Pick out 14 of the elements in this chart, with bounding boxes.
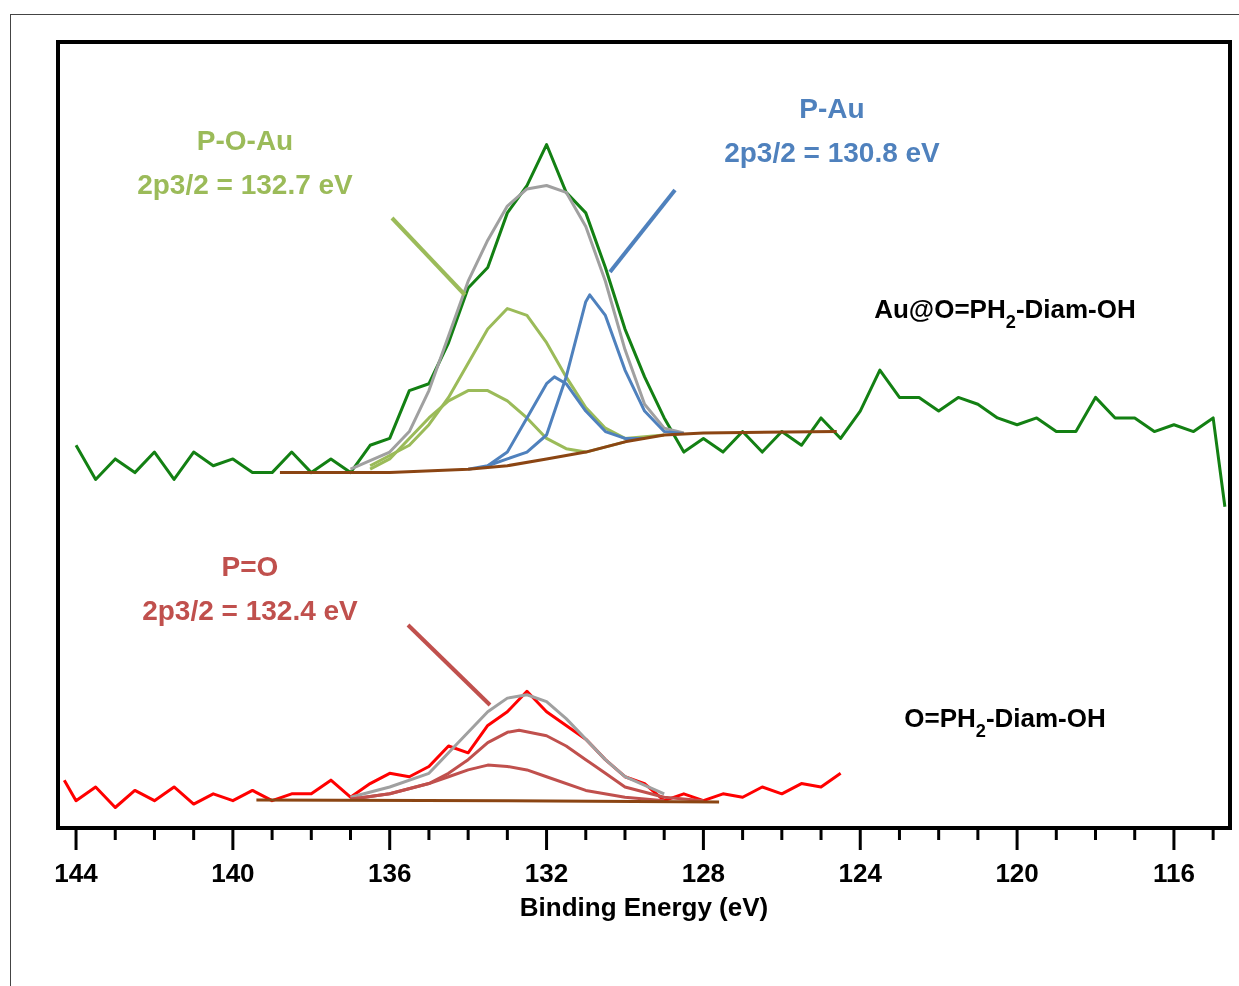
- annotation: P-O-Au 2p3/2 = 132.7 eV: [137, 125, 354, 200]
- text: O=PH$_{2}$-Diam-OH: [904, 703, 1106, 741]
- x-tick-label: 144: [54, 858, 99, 888]
- series-label: Au@O=PH$_{2}$-Diam-OH: [874, 294, 1136, 332]
- x-axis-title: Binding Energy (eV): [519, 892, 769, 922]
- x-tick-label: 116: [1152, 858, 1195, 888]
- x-tick-label: 128: [681, 858, 726, 888]
- x-tick-label: 136: [368, 858, 412, 888]
- annotation: P=O 2p3/2 = 132.4 eV: [142, 551, 359, 626]
- x-tick-label: 124: [838, 858, 883, 888]
- x-tick-label: 132: [524, 858, 569, 888]
- x-tick-label: 140: [211, 858, 255, 888]
- x-tick-label: 120: [995, 858, 1039, 888]
- annotation: P-Au 2p3/2 = 130.8 eV: [724, 93, 941, 168]
